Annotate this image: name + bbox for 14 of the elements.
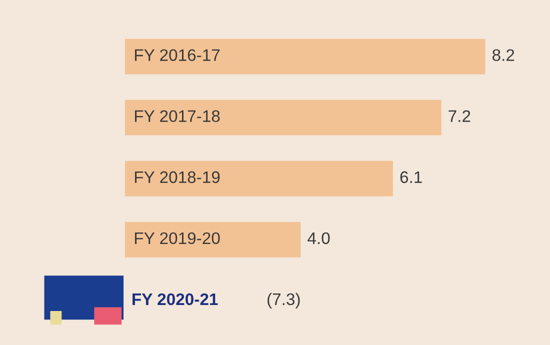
y-tick-label: FY 2017-18 [135, 110, 220, 122]
text: (7.3) [268, 292, 300, 308]
data-label: 8.2 [492, 49, 514, 61]
y-tick-label: FY 2016-17 [135, 49, 220, 61]
y-tick-label: FY 2020-21 [132, 293, 218, 306]
bar [124, 38, 486, 74]
data-label: 7.2 [448, 110, 470, 122]
y-tick-label: FY 2019-20 [135, 232, 220, 244]
bar [124, 222, 301, 258]
data-label: 6.1 [400, 171, 422, 184]
bar [124, 100, 442, 136]
data-label: 4.0 [308, 232, 330, 244]
y-tick-label: FY 2018-19 [135, 171, 220, 184]
bar [124, 160, 393, 196]
